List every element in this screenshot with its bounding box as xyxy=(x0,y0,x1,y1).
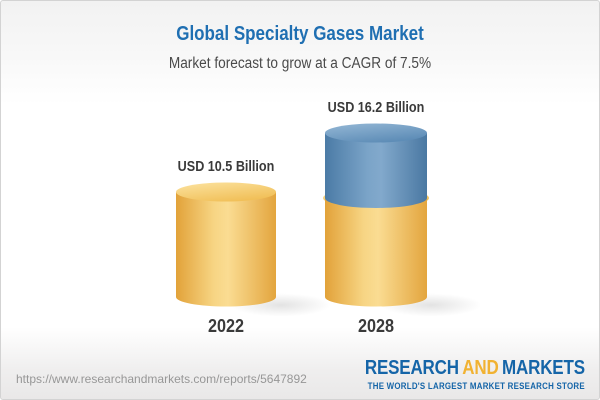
bar-2028-cylinder xyxy=(323,123,429,307)
report-url[interactable]: https://www.researchandmarkets.com/repor… xyxy=(16,372,307,386)
growth-segment-body xyxy=(325,133,427,208)
page-title: Global Specialty Gases Market xyxy=(176,23,424,45)
logo-word-markets: MARKETS xyxy=(502,357,585,379)
logo-word-research: RESEARCH xyxy=(364,357,460,379)
category-label-2028: 2028 xyxy=(357,316,395,336)
value-label-2022: USD 10.5 Billion xyxy=(177,158,275,175)
category-label-2022: 2022 xyxy=(207,316,245,336)
value-label-2028: USD 16.2 Billion xyxy=(327,99,425,116)
logo-word-and: AND xyxy=(462,357,499,379)
logo-wordmark: RESEARCH AND MARKETS xyxy=(365,357,585,380)
page-subtitle: Market forecast to grow at a CAGR of 7.5… xyxy=(168,55,432,72)
logo-tagline: THE WORLD'S LARGEST MARKET RESEARCH STOR… xyxy=(367,381,585,391)
research-and-markets-logo[interactable]: RESEARCH AND MARKETS THE WORLD'S LARGEST… xyxy=(326,357,585,391)
growth-segment-top xyxy=(325,123,427,143)
bar-2022-cylinder xyxy=(176,182,276,307)
base-segment-body xyxy=(325,198,427,307)
